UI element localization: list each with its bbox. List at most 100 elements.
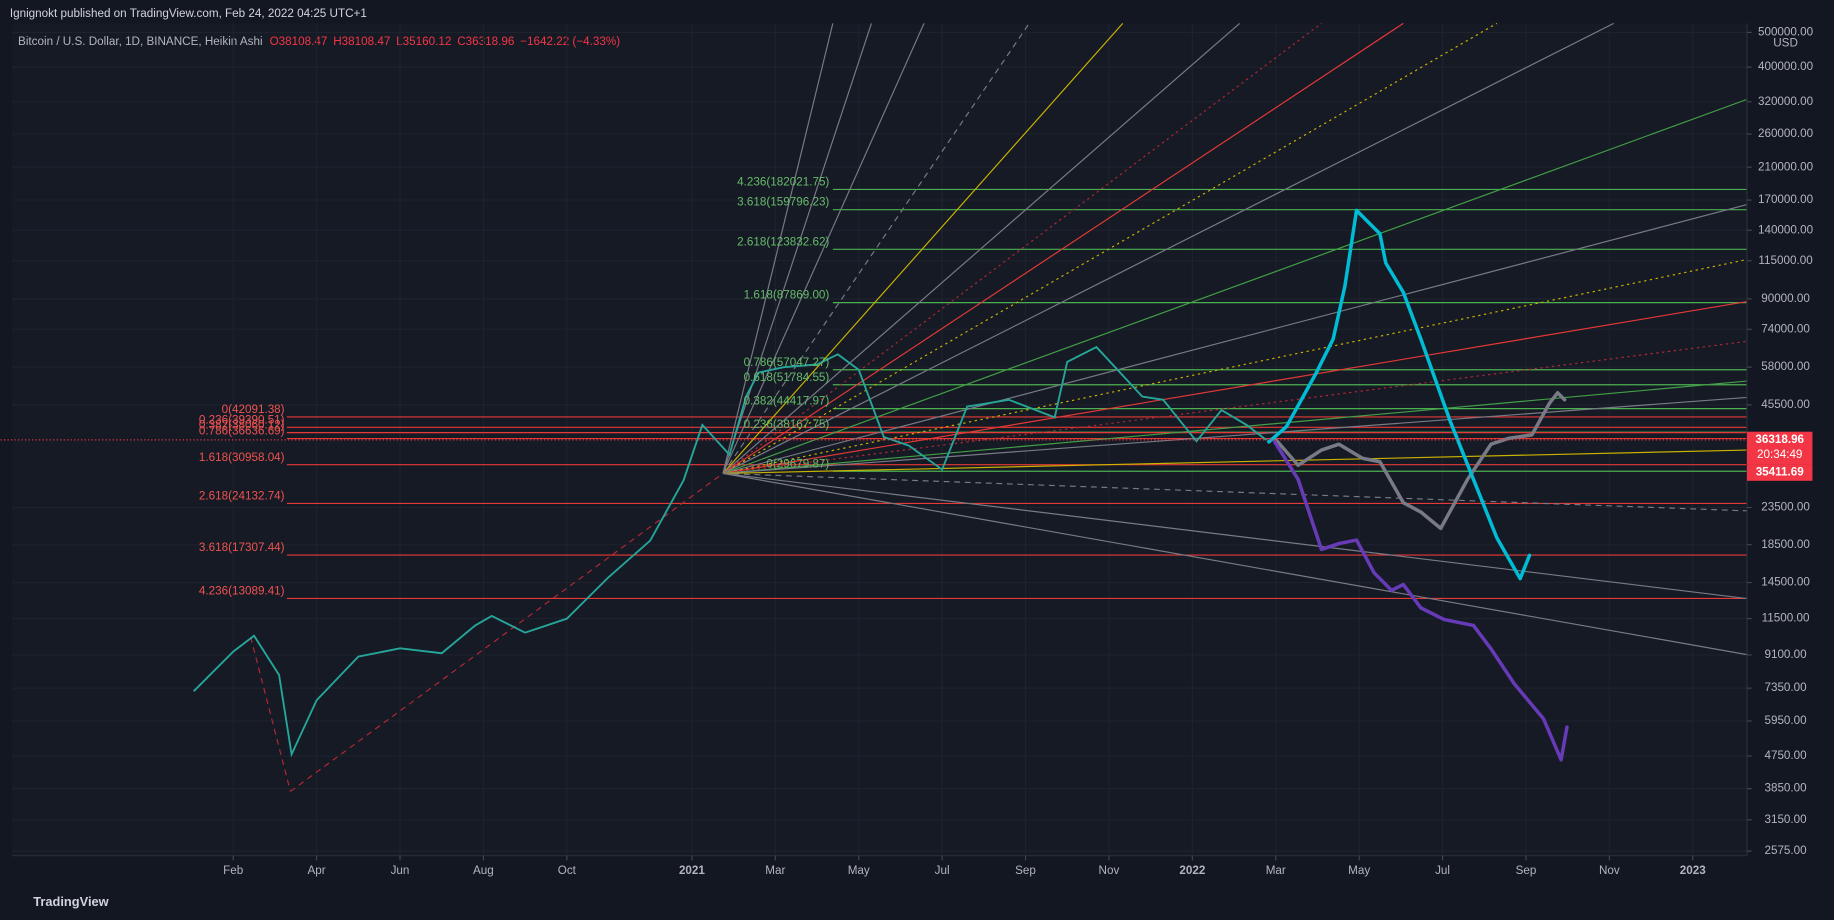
x-tick-label: Apr (308, 864, 326, 877)
fib-label: 4.236(13089.41) (199, 585, 285, 598)
y-tick-label: 500000.00 (1758, 26, 1814, 39)
fib-label: 2.618(123832.62) (737, 235, 829, 248)
x-tick-label: May (1348, 864, 1370, 877)
fib-label: 0.618(51784.55) (744, 371, 830, 384)
x-tick-label: 2021 (679, 864, 705, 877)
fib-label: 1.618(87869.00) (744, 289, 830, 302)
last-price-label: 36318.96 (1755, 433, 1804, 446)
fan-line (722, 301, 1748, 475)
close: C36318.96 (457, 35, 514, 48)
trend-line (250, 636, 291, 792)
symbol-legend: Bitcoin / U.S. Dollar, 1D, BINANCE, Heik… (18, 35, 620, 48)
fan-line (722, 22, 1322, 474)
x-tick-label: Aug (473, 864, 494, 877)
x-tick-label: Mar (765, 864, 785, 877)
y-tick-label: 4750.00 (1764, 749, 1807, 762)
fan-line (722, 396, 1748, 475)
fib-label: 0(42091.38) (222, 403, 285, 416)
fib-label: 3.618(17307.44) (199, 541, 285, 554)
high: H38108.47 (333, 35, 390, 48)
fan-line (722, 22, 1614, 474)
fan-line (722, 380, 1748, 475)
fib-label: 0.786(36636.69) (199, 425, 285, 438)
y-tick-label: 5950.00 (1764, 714, 1807, 727)
y-tick-label: 320000.00 (1758, 95, 1814, 108)
projections (1267, 208, 1569, 762)
last-price-box (1746, 431, 1813, 465)
open: O38108.47 (270, 35, 328, 48)
y-tick-label: 400000.00 (1758, 60, 1814, 73)
x-tick-label: 2022 (1179, 864, 1205, 877)
y-tick-label: 170000.00 (1758, 193, 1814, 206)
x-tick-label: Feb (223, 864, 243, 877)
projection-path (1272, 440, 1569, 762)
change: −1642.22 (−4.33%) (520, 35, 620, 48)
fan-line (722, 22, 1404, 474)
y-tick-label: 2575.00 (1764, 844, 1807, 857)
projection-path (1272, 391, 1567, 531)
fib-label: 4.236(182021.75) (737, 176, 829, 189)
gann-fan (250, 22, 1748, 792)
fib-label: 0.236(38167.75) (744, 418, 830, 431)
y-tick-label: 11500.00 (1762, 612, 1810, 625)
projection-path (1267, 208, 1532, 581)
y-tick-label: 14500.00 (1761, 576, 1810, 589)
y-tick-label: 90000.00 (1761, 292, 1810, 305)
y-tick-label: 58000.00 (1761, 360, 1810, 373)
x-tick-label: Jul (935, 864, 950, 877)
y-tick-label: 210000.00 (1758, 160, 1814, 173)
footer-logo: TradingView (33, 894, 109, 909)
axis-unit: USD (1773, 36, 1798, 49)
x-tick-label: Jul (1435, 864, 1450, 877)
y-tick-label: 260000.00 (1758, 127, 1814, 140)
y-tick-label: 3150.00 (1764, 813, 1807, 826)
fan-line (722, 472, 1748, 600)
y-tick-label: 7350.00 (1764, 681, 1807, 694)
fan-line (722, 23, 1030, 474)
y-tick-label: 3850.00 (1764, 782, 1807, 795)
low-price-box (1746, 464, 1813, 481)
fib-label: 0.382(38060.12) (199, 419, 285, 432)
fib-label: 0.236(39390.51) (199, 413, 285, 426)
fan-line (722, 22, 1241, 474)
trend-line (290, 472, 724, 792)
fan-line (722, 472, 1748, 656)
low-price-label: 35411.69 (1756, 466, 1805, 479)
fib-label: 0.786(57047.27) (744, 356, 830, 369)
fib-label: 0(29679.87) (766, 457, 829, 470)
fib-label: 3.618(159796.23) (737, 196, 829, 209)
symbol: Bitcoin / U.S. Dollar, 1D, BINANCE, Heik… (18, 35, 263, 48)
x-tick-label: May (848, 864, 870, 877)
x-tick-label: Oct (558, 864, 577, 877)
fan-line (722, 23, 834, 474)
low: L35160.12 (396, 35, 451, 48)
x-tick-label: 2023 (1680, 864, 1706, 877)
fan-line (722, 22, 1124, 474)
fan-line (722, 258, 1748, 475)
fib-label: 0.382(44417.97) (744, 395, 830, 408)
price-line (192, 345, 1267, 758)
fan-line (722, 98, 1748, 474)
x-tick-label: Sep (1015, 864, 1036, 877)
fan-line (722, 472, 1748, 512)
y-tick-label: 45500.00 (1761, 398, 1810, 411)
y-tick-label: 140000.00 (1758, 223, 1814, 236)
fib-label: 1.618(30958.04) (199, 451, 285, 464)
y-tick-label: 23500.00 (1761, 501, 1810, 514)
countdown: 20:34:49 (1757, 448, 1802, 461)
x-tick-label: Nov (1099, 864, 1120, 877)
x-tick-label: Sep (1516, 864, 1537, 877)
y-tick-label: 74000.00 (1761, 322, 1810, 335)
fan-line (722, 204, 1748, 475)
fan-line (722, 340, 1748, 475)
y-tick-label: 9100.00 (1764, 648, 1807, 661)
x-tick-label: Jun (391, 864, 410, 877)
fan-line (722, 449, 1748, 475)
fan-line (722, 23, 925, 474)
plot-area (12, 23, 1747, 856)
x-tick-label: Mar (1266, 864, 1286, 877)
fib-label: 2.618(24132.74) (199, 489, 285, 502)
fan-line (722, 23, 872, 474)
y-tick-label: 18500.00 (1761, 538, 1810, 551)
